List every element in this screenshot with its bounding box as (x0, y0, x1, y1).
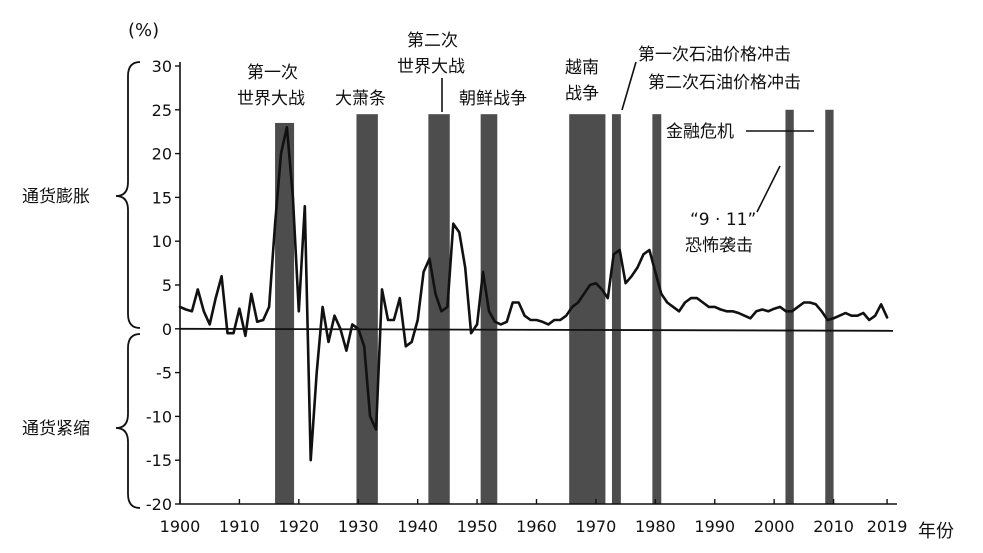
y-tick-label-8: -10 (146, 407, 172, 426)
nine-eleven-label-line1: “9 · 11” (690, 210, 756, 230)
oil-shock-1-label: 第一次石油价格冲击 (638, 45, 791, 65)
x-tick-label-12: 2019 (867, 517, 908, 536)
oil-shock-1-leader-line (621, 61, 637, 111)
y-tick-label-9: -15 (146, 451, 172, 470)
y-tick-label-1: 25 (152, 101, 172, 120)
event-band-5 (611, 114, 621, 505)
y-tick-label-10: -20 (146, 495, 172, 514)
x-tick-label-5: 1950 (457, 517, 498, 536)
inflation-brace (115, 61, 141, 329)
y-tick-label-2: 20 (152, 145, 172, 164)
y-tick-label-4: 10 (152, 232, 172, 251)
ww2-label-line2: 世界大战 (397, 57, 465, 77)
ww2-label-line1: 第二次 (407, 31, 458, 51)
event-bands (275, 109, 834, 505)
deflation-region-label: 通货紧缩 (22, 419, 90, 439)
financial-crisis-label: 金融危机 (666, 122, 734, 142)
event-band-1 (356, 114, 378, 505)
y-tick-label-6: 0 (162, 320, 172, 339)
y-unit-label: (%) (128, 20, 159, 41)
x-tick-label-6: 1960 (516, 517, 557, 536)
x-tick-label-3: 1930 (338, 517, 379, 536)
x-tick-label-9: 1990 (694, 517, 735, 536)
ww1-label-line1: 第一次 (247, 63, 298, 83)
ww1-label-line2: 世界大战 (237, 89, 305, 109)
event-band-7 (785, 109, 794, 505)
x-tick-labels: 1900 1910 1920 1930 1940 1950 1960 1970 1980 1990… (160, 499, 908, 536)
inflation-rate-line (178, 126, 889, 462)
depression-label: 大萧条 (335, 89, 386, 109)
event-band-2 (428, 114, 450, 505)
y-tick-label-3: 15 (152, 188, 172, 207)
deflation-brace (115, 333, 141, 509)
x-tick-label-1: 1910 (219, 517, 260, 536)
oil-shock-2-label: 第二次石油价格冲击 (648, 73, 801, 93)
zero-baseline (179, 327, 894, 332)
x-tick-label-7: 1970 (576, 517, 617, 536)
x-tick-label-8: 1980 (635, 517, 676, 536)
y-tick-label-7: -5 (156, 364, 172, 383)
x-unit-label: 年份 (918, 521, 954, 542)
event-band-6 (652, 114, 662, 505)
x-tick-label-2: 1920 (278, 517, 319, 536)
x-tick-label-0: 1900 (160, 517, 201, 536)
y-tick-label-0: 30 (152, 57, 172, 76)
korea-label: 朝鲜战争 (459, 89, 527, 109)
x-tick-label-11: 2010 (813, 517, 854, 536)
event-band-8 (825, 109, 834, 505)
y-tick-label-5: 5 (162, 276, 172, 295)
inflation-region-label: 通货膨胀 (22, 187, 90, 207)
vietnam-label-line2: 战争 (565, 84, 599, 104)
nine-eleven-label-line2: 恐怖袭击 (685, 236, 753, 256)
x-tick-label-4: 1940 (397, 517, 438, 536)
event-band-0 (275, 122, 295, 504)
nine-eleven-leader-line (756, 165, 781, 213)
event-band-4 (569, 114, 606, 505)
x-tick-label-10: 2000 (754, 517, 795, 536)
y-tick-labels: 30 25 20 15 10 5 0 -5 -10 -15 -20 (146, 57, 180, 514)
vietnam-label-line1: 越南 (565, 58, 599, 78)
